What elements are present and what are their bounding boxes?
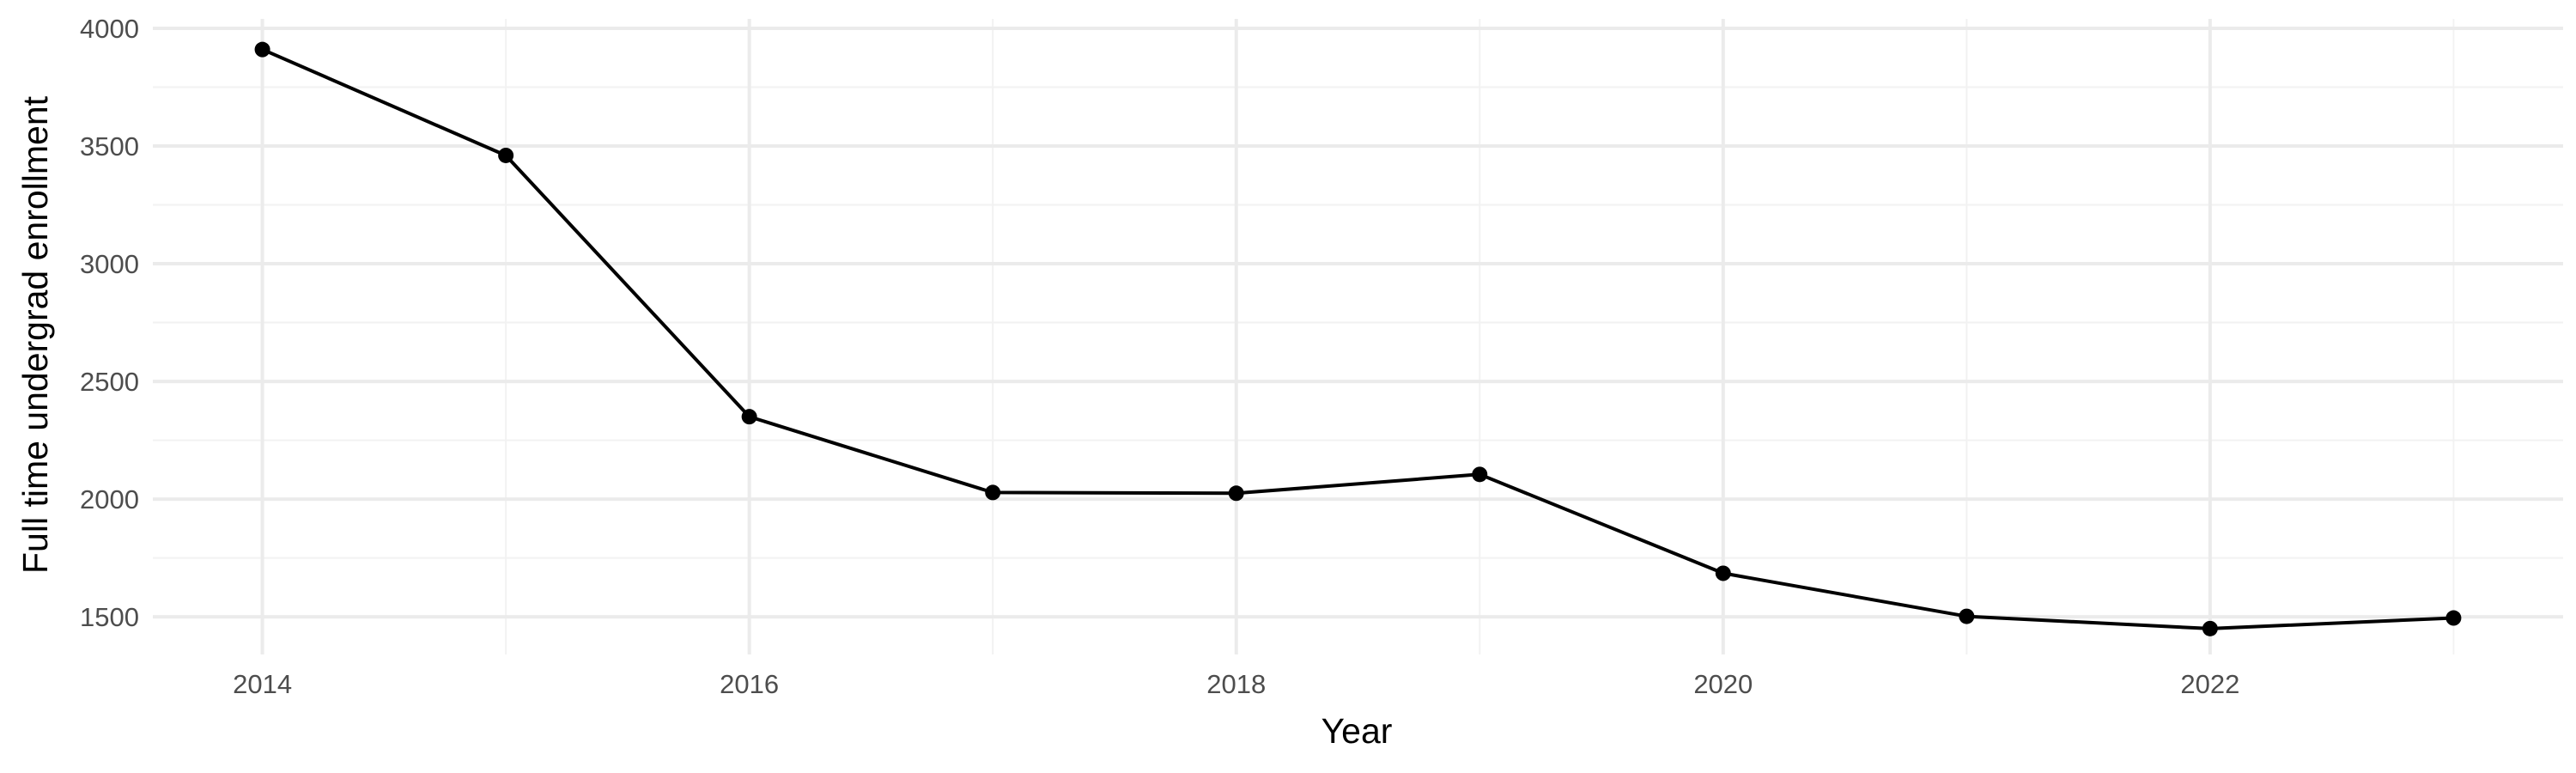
y-tick-label: 4000 [80,14,139,44]
y-axis-title: Full time undergrad enrollment [15,95,55,574]
y-tick-label: 3500 [80,131,139,161]
grid [153,19,2563,654]
data-point-2022 [2202,620,2218,636]
y-tick-label: 2000 [80,484,139,514]
series-line [261,47,2454,630]
data-point-2021 [1959,608,1975,624]
data-point-2016 [741,409,757,425]
data-point-2020 [1715,565,1731,581]
x-tick-label: 2014 [233,669,292,699]
y-tick-label: 1500 [80,602,139,632]
x-tick-label: 2020 [1693,669,1753,699]
y-tick-label: 3000 [80,249,139,279]
data-point-2014 [254,41,270,58]
y-tick-label: 2500 [80,367,139,397]
data-point-2023 [2445,610,2462,626]
x-axis-ticks: 2014 2016 2018 2020 2022 [233,669,2239,699]
series-enrollment [254,41,2462,636]
data-point-2017 [985,484,1001,501]
x-tick-label: 2022 [2180,669,2239,699]
data-point-2015 [498,147,514,163]
y-axis-ticks: 1500 2000 2500 3000 3500 4000 [80,14,139,632]
x-axis-title: Year [1321,711,1393,751]
x-tick-label: 2018 [1206,669,1266,699]
x-tick-label: 2016 [720,669,779,699]
data-point-2019 [1472,466,1488,483]
data-point-2018 [1228,485,1244,502]
